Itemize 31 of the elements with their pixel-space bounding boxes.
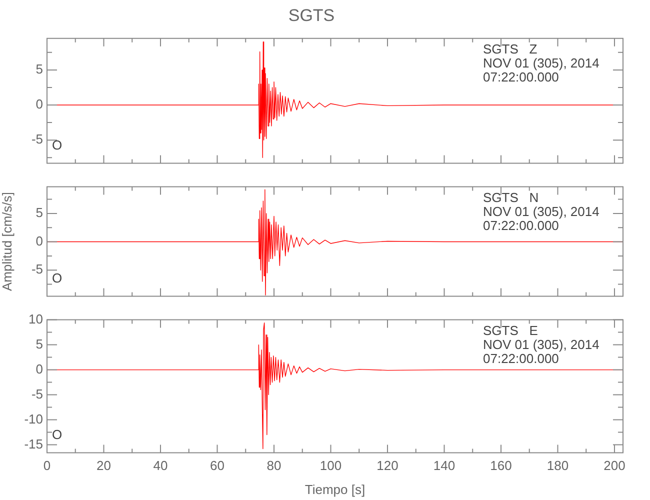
annotation: SGTS Z NOV 01 (305), 2014 07:22:00.000 (483, 41, 600, 84)
y-tick-label: 5 (36, 62, 43, 77)
x-tick-label: 100 (320, 458, 342, 474)
y-tick-label: -5 (31, 386, 43, 402)
y-tick-label: 5 (36, 336, 43, 352)
y-tick-label: -5 (31, 262, 43, 277)
y-tick-label: 0 (36, 361, 43, 376)
y-tick-label: -5 (31, 132, 43, 147)
x-tick-label: 200 (604, 458, 626, 474)
x-tick-label: 160 (490, 458, 512, 474)
x-tick-label: 40 (153, 458, 168, 474)
x-tick-label: 180 (546, 458, 569, 474)
y-tick-label: 5 (36, 205, 43, 220)
chart-title: SGTS (288, 6, 335, 25)
annotation: SGTS N NOV 01 (305), 2014 07:22:00.000 (483, 190, 600, 233)
x-tick-label: 120 (376, 458, 398, 474)
y-tick-label: 0 (36, 233, 43, 248)
y-axis-title: Amplitud [cm/s/s] (0, 192, 14, 291)
annotation: O (52, 137, 62, 152)
x-axis-title: Tiempo [s] (304, 482, 366, 497)
y-tick-label: -15 (24, 436, 43, 452)
y-tick-label: 0 (36, 96, 43, 112)
annotation: O (52, 270, 62, 286)
y-tick-label: 10 (28, 311, 43, 326)
x-tick-label: 140 (433, 458, 456, 474)
x-tick-label: 60 (210, 458, 224, 474)
x-tick-label: 20 (96, 458, 111, 474)
y-tick-label: -10 (24, 411, 43, 426)
x-tick-label: 80 (266, 458, 282, 474)
annotation: O (52, 426, 62, 442)
annotation: SGTS E NOV 01 (305), 2014 07:22:00.000 (483, 322, 600, 366)
